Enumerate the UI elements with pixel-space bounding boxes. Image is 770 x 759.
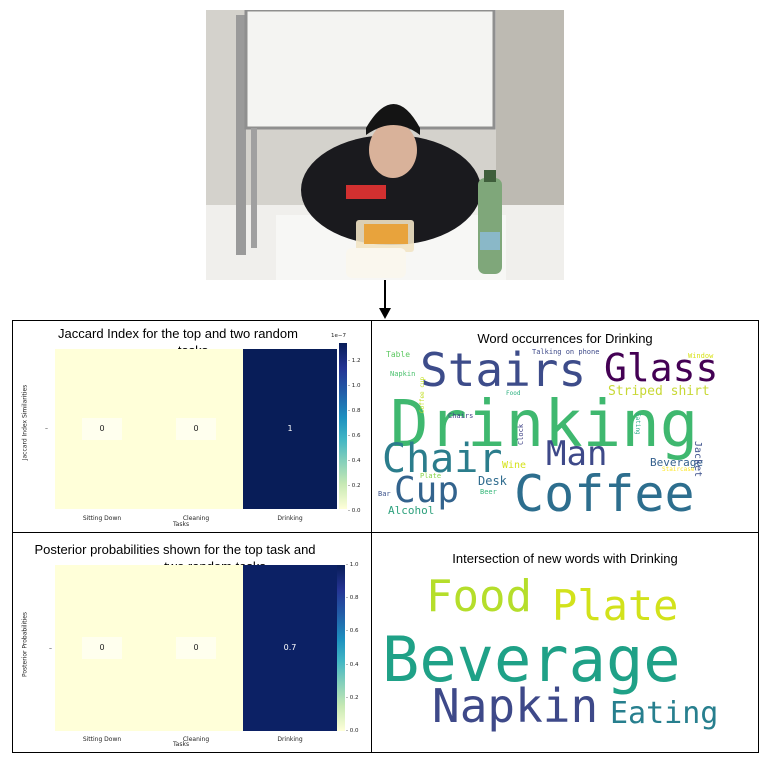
- heatmap-cell-label: 0.7: [283, 643, 297, 652]
- heatmap-cell: [243, 349, 337, 509]
- wordcloud-intersection-panel: Intersection of new words with Drinking …: [371, 532, 759, 753]
- jaccard-xlabel: Tasks: [173, 521, 190, 528]
- colorbar-tick-label: - 1.2: [348, 358, 361, 364]
- jaccard-heatmap-panel: Jaccard Index for the top and two random…: [12, 320, 372, 533]
- cell-label-highlight: [176, 418, 216, 440]
- heatmap-cell-label: 0: [99, 424, 105, 433]
- wordcloud-word: Man: [546, 434, 608, 474]
- colorbar-tick-label: - 0.4: [348, 458, 361, 464]
- wordcloud-word: Cup: [394, 470, 460, 511]
- jaccard-colorbar-exponent: 1e−7: [331, 333, 346, 339]
- wordcloud-word: Napkin: [390, 370, 416, 378]
- wordcloud-word: Clock: [517, 423, 525, 445]
- heatmap-cell-label: 0: [193, 643, 199, 652]
- wordcloud-word: Alcohol: [388, 504, 435, 517]
- heatmap-xtick-label: Sitting Down: [82, 736, 122, 743]
- wordcloud-word: Coffee: [514, 465, 695, 523]
- colorbar-tick-label: - 0.6: [346, 628, 359, 635]
- wordcloud-word: Table: [386, 350, 411, 359]
- down-arrow-icon: [379, 280, 391, 319]
- posterior-ytick: –: [49, 645, 52, 652]
- posterior-title-line1: Posterior probabilities shown for the to…: [34, 542, 316, 557]
- colorbar-tick-label: - 1.0: [348, 383, 361, 389]
- wordcloud-word: Glass: [604, 346, 719, 390]
- wordcloud-word: Plate: [420, 472, 442, 480]
- wordcloud-word: Napkin: [432, 679, 599, 733]
- cell-label-highlight: [82, 637, 122, 659]
- cell-label-highlight: [82, 418, 122, 440]
- colorbar-tick-label: - 0.6: [348, 433, 361, 439]
- colorbar-tick-label: - 1.0: [346, 562, 359, 568]
- colorbar-tick-label: - 0.0: [346, 728, 359, 734]
- posterior-heatmap: 0 Sitting Down 0 Cleaning 0.7 Drinking: [55, 565, 337, 743]
- posterior-heatmap-panel: Posterior probabilities shown for the to…: [12, 532, 372, 753]
- wordcloud-word: Striped shirt: [608, 384, 710, 399]
- heatmap-cell: [243, 565, 337, 731]
- wordcloud-word: Chair: [382, 436, 503, 482]
- colorbar-tick-label: - 0.4: [346, 661, 359, 668]
- wordcloud-word: Window: [688, 352, 714, 360]
- heatmap-xtick-label: Sitting Down: [82, 515, 122, 522]
- heatmap-cell-label: 0: [193, 424, 199, 433]
- scene-photo: [206, 10, 564, 280]
- wordcloud-word: Desk: [478, 474, 507, 488]
- wordcloud-word: Eating: [610, 696, 719, 731]
- wordcloud-word: Wine: [502, 460, 527, 471]
- jaccard-ytick: –: [45, 425, 48, 432]
- wordcloud-intersection-title: Intersection of new words with Drinking: [452, 551, 678, 566]
- posterior-ylabel: Posterior Probabilities: [21, 611, 29, 678]
- heatmap-xtick-label: Cleaning: [182, 736, 210, 743]
- wordcloud-word: Beer: [480, 488, 497, 496]
- wordcloud-word: Beverage: [382, 623, 681, 696]
- wordcloud-drinking-panel: Word occurrences for Drinking Drinking St…: [371, 320, 759, 533]
- wordcloud-word: Chairs: [448, 412, 474, 420]
- jaccard-colorbar: [339, 343, 347, 509]
- cell-label-highlight: [176, 637, 216, 659]
- jaccard-title-line1: Jaccard Index for the top and two random: [58, 326, 298, 341]
- heatmap-cell-label: 0: [99, 643, 105, 652]
- colorbar-tick-label: - 0.0: [348, 508, 361, 514]
- scene-illustration: [206, 10, 564, 280]
- colorbar-tick-label: - 0.2: [348, 483, 361, 489]
- posterior-colorbar: [337, 565, 345, 731]
- heatmap-xtick-label: Cleaning: [182, 515, 210, 522]
- wordcloud-drinking-title: Word occurrences for Drinking: [477, 331, 653, 346]
- heatmap-cell-label: 1: [287, 424, 293, 433]
- heatmap-xtick-label: Drinking: [277, 515, 303, 522]
- colorbar-tick-label: - 0.8: [348, 408, 361, 414]
- jaccard-ylabel: Jaccard Index Similarities: [21, 384, 29, 461]
- wordcloud-word: Stairs: [420, 343, 587, 397]
- posterior-xlabel: Tasks: [173, 741, 190, 748]
- wordcloud-word: Plate: [552, 581, 679, 630]
- jaccard-heatmap: 0 Sitting Down 0 Cleaning 1 Drinking: [55, 349, 337, 522]
- heatmap-xtick-label: Drinking: [277, 736, 303, 743]
- wordcloud-word: Food: [506, 390, 521, 397]
- colorbar-tick-label: - 0.8: [346, 595, 359, 602]
- wordcloud-word: Talking on phone: [532, 348, 600, 356]
- wordcloud-word: Food: [426, 571, 532, 622]
- colorbar-tick-label: - 0.2: [346, 694, 359, 701]
- wordcloud-word: Beverage: [650, 456, 703, 469]
- wordcloud-word: Bar: [378, 490, 391, 498]
- wordcloud-word: Eating: [634, 413, 641, 435]
- wordcloud-word: Coffee cup: [419, 376, 426, 413]
- wordcloud-word: Drinking: [390, 388, 699, 462]
- wordcloud-word: Staircase: [662, 466, 695, 473]
